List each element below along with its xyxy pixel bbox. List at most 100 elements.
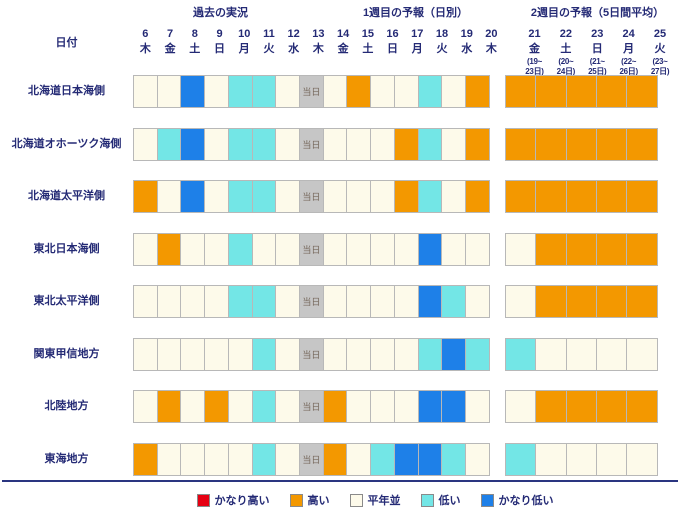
cell-normal <box>626 442 658 476</box>
week2-cells <box>504 180 658 213</box>
date-number: 14 <box>336 28 350 40</box>
cell-normal <box>133 337 158 371</box>
cell-high <box>595 285 628 318</box>
cell-normal <box>504 390 537 423</box>
cell-normal <box>535 337 567 371</box>
cell-low <box>251 337 277 371</box>
cell-high <box>322 390 348 423</box>
cell-normal <box>204 75 229 108</box>
cell-normal <box>535 442 567 476</box>
bottom-divider <box>2 480 678 482</box>
cell-high <box>535 127 567 161</box>
cell-high <box>322 442 348 476</box>
cell-high <box>204 390 229 423</box>
cell-normal <box>370 127 395 161</box>
period-label-line1: (20~ <box>558 57 574 66</box>
cell-low <box>227 75 253 108</box>
weekday-label: 木 <box>485 43 497 55</box>
legend-item: かなり低い <box>480 492 554 508</box>
cell-normal <box>275 180 301 213</box>
date-number: 25 <box>653 28 667 40</box>
region-row: 北海道オホーツク海側 当日 <box>0 127 680 161</box>
cell-normal <box>227 390 253 423</box>
cell-high <box>504 75 537 108</box>
cell-normal <box>227 442 253 476</box>
cell-normal <box>133 232 158 266</box>
cell-normal <box>626 337 658 371</box>
region-label: 東海地方 <box>44 452 89 465</box>
cell-low <box>227 127 253 161</box>
date-number: 16 <box>386 28 399 40</box>
cell-very-low <box>393 442 419 476</box>
cell-low <box>504 442 537 476</box>
date-column-header: 19 水 <box>454 27 479 57</box>
date-header-row: 日付 6 木 7 金 8 土 9 日 10 月 11 火 12 水 13 木 14 金 15 土 16 日 17 月 18 火 19… <box>0 27 676 77</box>
region-row: 北陸地方 当日 <box>0 390 680 423</box>
cell-high <box>465 180 490 213</box>
daily-cells: 当日 <box>133 127 490 161</box>
cell-normal <box>156 337 182 371</box>
cell-normal <box>180 442 206 476</box>
cell-normal <box>275 127 301 161</box>
legend-swatch-normal <box>349 493 363 507</box>
cell-normal <box>275 75 301 108</box>
weekday-label: 月 <box>623 43 635 55</box>
cell-low <box>251 75 277 108</box>
today-cell: 当日 <box>299 390 324 423</box>
cell-normal <box>565 442 597 476</box>
week2-cells <box>504 442 658 476</box>
region-rows: 北海道日本海側 当日 北海道オホーツク海側 当日 北海道太平洋側 当日 東北日本海側 当日 東北… <box>0 75 680 495</box>
week2-column-header: 25 火 (23~ 27日) <box>644 27 675 77</box>
cell-high <box>133 442 158 476</box>
cell-normal <box>465 285 490 318</box>
cell-normal <box>595 442 628 476</box>
cell-normal <box>465 442 490 476</box>
cell-high <box>535 180 567 213</box>
cell-normal <box>180 337 206 371</box>
cell-very-low <box>417 390 443 423</box>
cell-high <box>565 285 597 318</box>
cell-low <box>251 442 277 476</box>
cell-high <box>565 390 597 423</box>
cell-normal <box>346 285 372 318</box>
date-number: 17 <box>411 28 424 40</box>
week2-column-header: 23 日 (21~ 25日) <box>582 27 613 77</box>
week2-cells <box>504 127 658 161</box>
cell-normal <box>156 75 182 108</box>
cell-normal <box>370 390 395 423</box>
legend-item: かなり高い <box>196 492 270 508</box>
period-label-line1: (22~ <box>621 57 637 66</box>
region-label: 関東甲信地方 <box>33 347 100 360</box>
weekday-label: 日 <box>591 43 603 55</box>
cell-high <box>626 180 658 213</box>
cell-high <box>626 75 658 108</box>
cell-low <box>227 285 253 318</box>
legend-swatch-high <box>289 493 303 507</box>
region-label: 北海道日本海側 <box>28 85 105 97</box>
date-column-header: 11 火 <box>257 27 282 57</box>
cell-normal <box>565 337 597 371</box>
cell-high <box>156 232 182 266</box>
daily-cells: 当日 <box>133 337 490 371</box>
region-label: 北陸地方 <box>44 400 89 412</box>
date-number: 24 <box>622 28 635 40</box>
cell-very-low <box>417 285 443 318</box>
cell-normal <box>504 232 537 266</box>
cell-high <box>535 232 567 266</box>
today-cell: 当日 <box>299 180 324 213</box>
week2-forecast-header: 2週目の予報（5日間平均） <box>530 7 665 19</box>
cell-high <box>565 127 597 161</box>
legend-swatch-low <box>420 493 434 507</box>
legend-label: 高い <box>307 495 330 507</box>
weekday-label: 日 <box>387 43 399 55</box>
cell-low <box>417 127 443 161</box>
cell-normal <box>204 442 229 476</box>
legend-swatch-very-high <box>196 493 210 507</box>
cell-high <box>595 390 628 423</box>
region-row: 東北太平洋側 当日 <box>0 285 680 318</box>
week2-column-header: 22 土 (20~ 24日) <box>550 27 581 77</box>
cell-high <box>565 75 597 108</box>
cell-normal <box>346 232 372 266</box>
